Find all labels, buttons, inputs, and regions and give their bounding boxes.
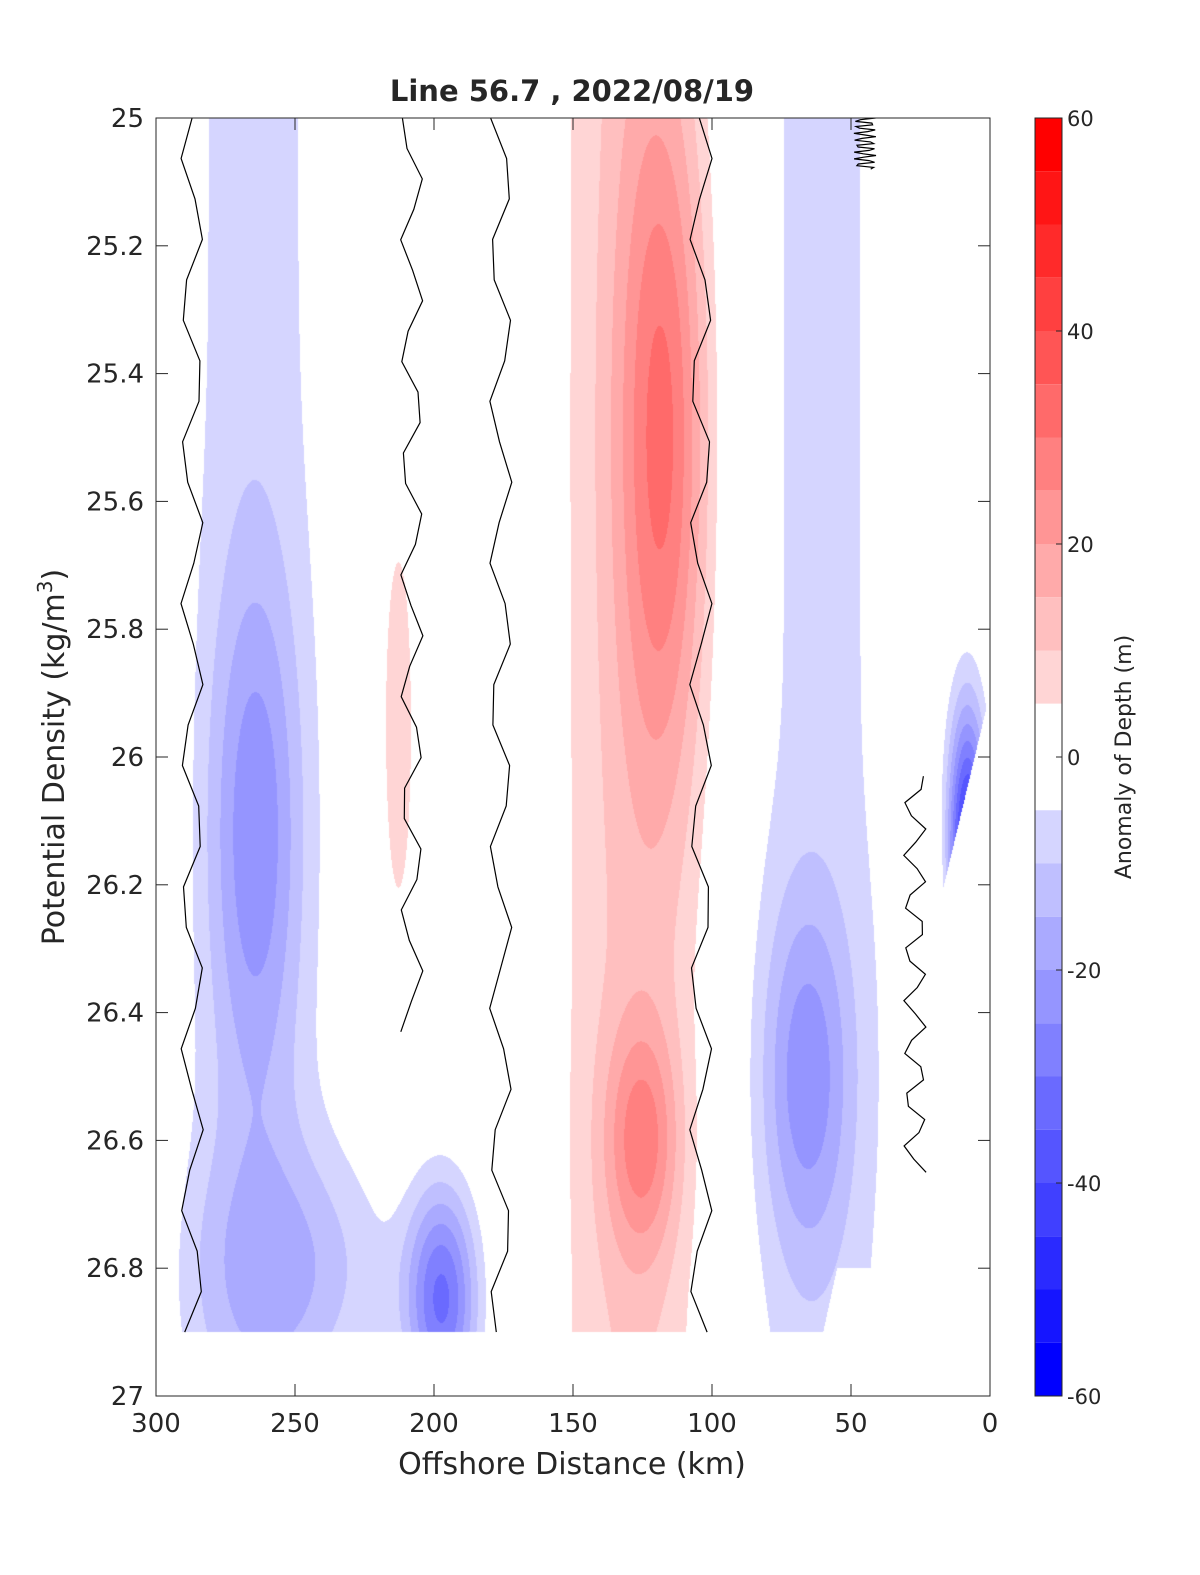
- colorbar-segment: [1035, 384, 1062, 438]
- zero-contour-line: [180, 118, 204, 1333]
- zero-contour-line: [489, 118, 513, 1333]
- colorbar-tick-label: -40: [1067, 1172, 1101, 1196]
- y-tick-label: 26.2: [86, 871, 144, 901]
- y-tick-label: 26.4: [86, 999, 144, 1029]
- y-axis-label-superscript: 3: [33, 580, 57, 593]
- colorbar-segment: [1035, 597, 1062, 651]
- colorbar-segment: [1035, 490, 1062, 544]
- zero-contour-line: [400, 118, 424, 1032]
- y-tick-label: 27: [111, 1382, 144, 1412]
- zero-contour-line: [689, 118, 713, 1333]
- colorbar-segment: [1035, 1023, 1062, 1077]
- colorbar-segment: [1035, 1183, 1062, 1237]
- colorbar-segment: [1035, 224, 1062, 278]
- y-axis-label: Potential Density (kg/m3): [33, 569, 72, 945]
- colorbar-segment: [1035, 331, 1062, 385]
- zero-contour-lines: [180, 118, 927, 1333]
- x-tick-label: 100: [687, 1409, 737, 1439]
- anomaly-field: [156, 118, 990, 1396]
- x-tick-label: 200: [409, 1409, 459, 1439]
- colorbar-tick-label: 40: [1067, 320, 1094, 344]
- colorbar-segment: [1035, 1129, 1062, 1183]
- x-tick-label: 250: [270, 1409, 320, 1439]
- colorbar-segment: [1035, 650, 1062, 704]
- colorbar-segment: [1035, 118, 1062, 172]
- y-tick-label: 26: [111, 743, 144, 773]
- x-tick-label: 150: [548, 1409, 598, 1439]
- y-tick-label: 26.8: [86, 1254, 144, 1284]
- y-axis-label-main: Potential Density (kg/m: [37, 593, 72, 945]
- zero-contour-line: [853, 118, 877, 170]
- colorbar-segment: [1035, 810, 1062, 864]
- colorbar-segment: [1035, 544, 1062, 598]
- y-tick-label: 25.4: [86, 360, 144, 390]
- colorbar-tick-label: 0: [1067, 746, 1080, 770]
- x-axis-label: Offshore Distance (km): [398, 1447, 746, 1482]
- colorbar-label: Anomaly of Depth (m): [1112, 635, 1137, 879]
- colorbar-segment: [1035, 171, 1062, 225]
- y-tick-label: 25.6: [86, 487, 144, 517]
- y-tick-label: 25.2: [86, 232, 144, 262]
- colorbar-segment: [1035, 1289, 1062, 1343]
- x-tick-label: 0: [982, 1409, 999, 1439]
- colorbar-tick-label: -60: [1067, 1385, 1101, 1409]
- y-tick-label: 25: [111, 104, 144, 134]
- colorbar-tick-label: -20: [1067, 959, 1101, 983]
- chart-title: Line 56.7 , 2022/08/19: [390, 74, 754, 108]
- colorbar-segment: [1035, 703, 1062, 757]
- colorbar-segment: [1035, 437, 1062, 491]
- y-tick-label: 25.8: [86, 615, 144, 645]
- y-axis-label-close: ): [37, 569, 72, 581]
- zero-contour-line: [902, 776, 927, 1173]
- plot-area: [156, 118, 990, 1396]
- colorbar-segment: [1035, 1236, 1062, 1290]
- colorbar-segment: [1035, 916, 1062, 970]
- x-tick-label: 300: [131, 1409, 181, 1439]
- colorbar-segment: [1035, 970, 1062, 1024]
- x-tick-label: 50: [834, 1409, 867, 1439]
- colorbar-segment: [1035, 277, 1062, 331]
- colorbar-segment: [1035, 757, 1062, 811]
- colorbar: 60 40 20 0 -20 -40 -60: [1034, 107, 1101, 1409]
- colorbar-segment: [1035, 863, 1062, 917]
- colorbar-segment: [1035, 1342, 1062, 1396]
- y-tick-label: 26.6: [86, 1126, 144, 1156]
- colorbar-tick-label: 20: [1067, 533, 1094, 557]
- colorbar-tick-label: 60: [1067, 107, 1094, 131]
- axis-ticks: 300 250 200 150 100 50 0 25 25.2 25.4 25.6 25.8 26 26…: [86, 104, 998, 1439]
- colorbar-segment: [1035, 1076, 1062, 1130]
